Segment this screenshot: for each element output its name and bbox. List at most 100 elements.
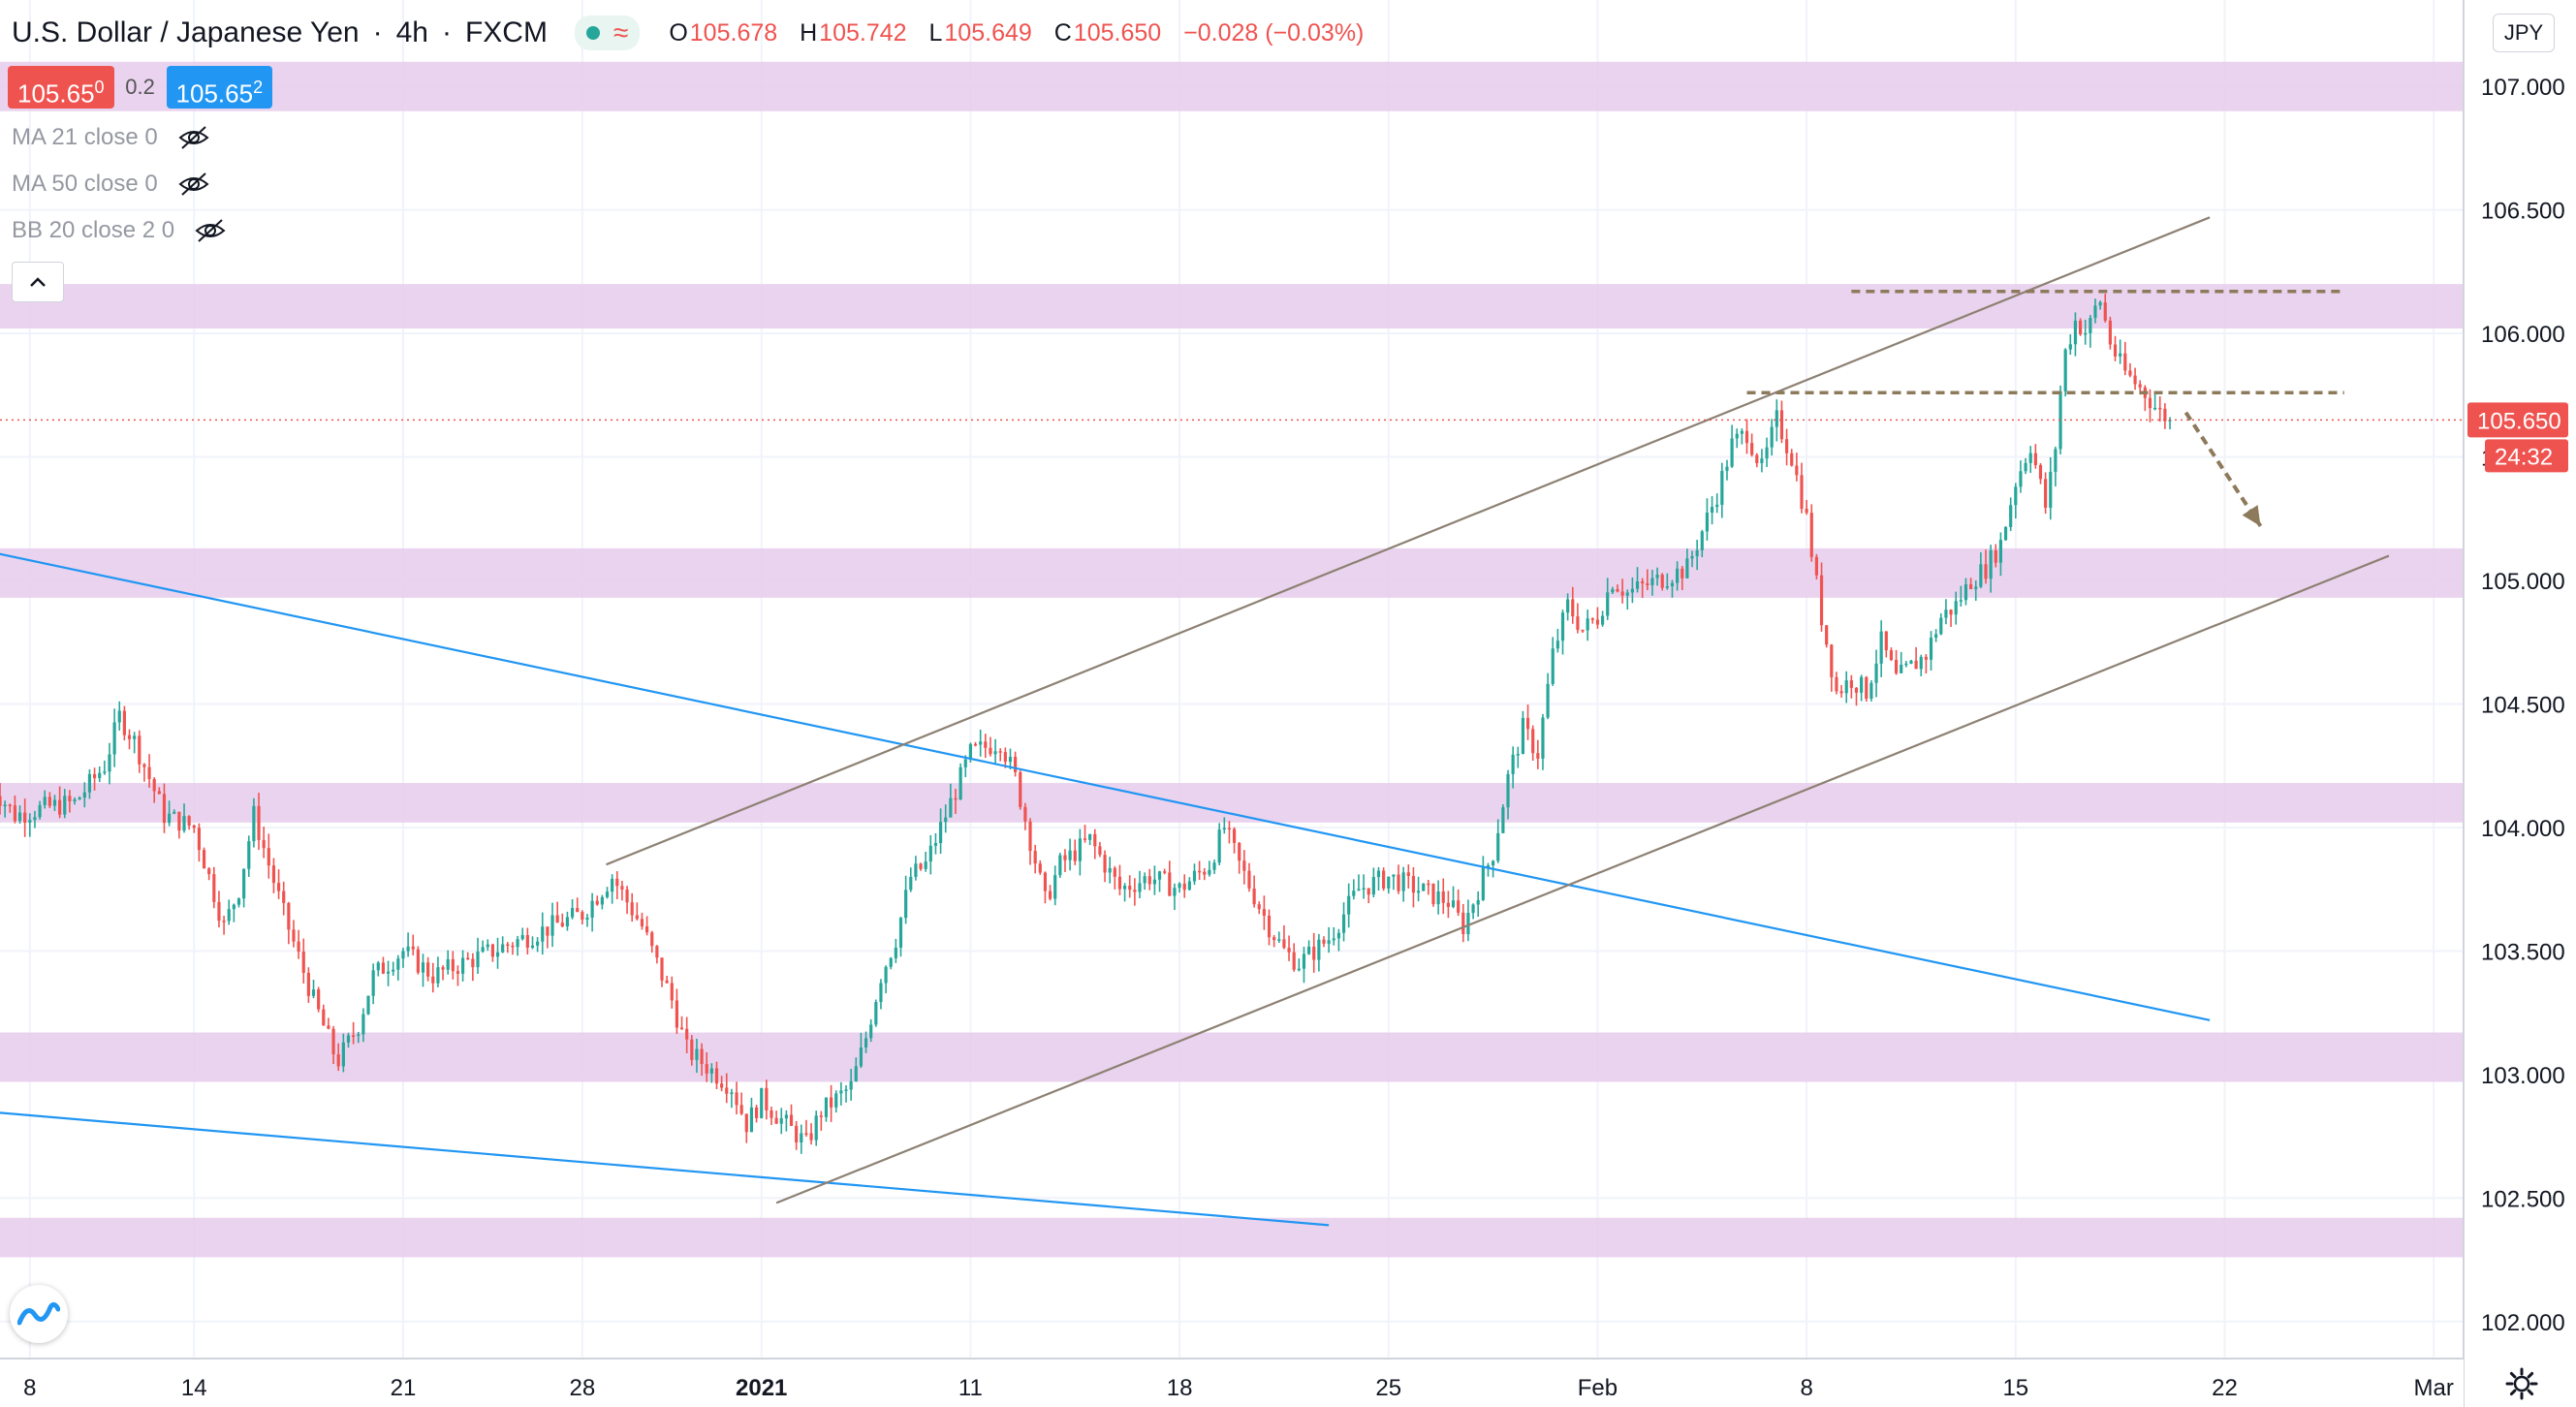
candle-body: [595, 900, 599, 905]
candle-body: [1511, 754, 1515, 774]
candle-up: [1939, 613, 1943, 636]
candle-up: [1760, 449, 1764, 473]
candle-down: [381, 956, 386, 975]
indicator-bb20[interactable]: BB 20 close 2 0: [12, 217, 227, 244]
candle-body: [317, 989, 321, 1010]
candle-down: [1969, 578, 1973, 590]
buy-button[interactable]: 105.652: [166, 66, 273, 109]
candle-body: [725, 1087, 729, 1094]
candle-body: [1203, 871, 1207, 875]
candle-body: [236, 898, 241, 905]
currency-button[interactable]: JPY: [2493, 14, 2555, 52]
candle-down: [2033, 444, 2037, 469]
candle-up: [1740, 428, 1744, 445]
candle-down: [1805, 499, 1808, 516]
symbol-title[interactable]: U.S. Dollar / Japanese Yen: [12, 16, 360, 48]
candle-body: [282, 891, 286, 903]
candle-up: [1600, 610, 1605, 627]
candle-body: [1117, 876, 1122, 890]
resistance-support-zones: [0, 61, 2464, 1258]
candle-down: [212, 866, 216, 909]
candle-body: [1979, 564, 1983, 587]
eye-off-icon[interactable]: [177, 172, 210, 197]
candle-up: [1541, 713, 1545, 770]
candle-body: [1635, 580, 1640, 589]
indicator-ma50[interactable]: MA 50 close 0: [12, 171, 210, 198]
candle-down: [13, 795, 16, 824]
candle-down: [1849, 674, 1853, 699]
candle-body: [1347, 895, 1351, 915]
candle-down: [1446, 891, 1450, 919]
candle-down: [1287, 935, 1291, 961]
candle-down: [679, 1016, 684, 1031]
candle-body: [1501, 807, 1505, 833]
tradingview-logo-icon[interactable]: [10, 1285, 68, 1343]
candle-up: [889, 956, 893, 970]
candle-up: [1944, 599, 1948, 625]
candle-body: [640, 919, 644, 926]
candle-down: [47, 792, 51, 808]
candle-body: [287, 902, 291, 930]
candle-body: [525, 934, 529, 948]
candle-up: [252, 797, 256, 848]
candle-body: [1297, 968, 1301, 971]
candle-up: [1481, 856, 1485, 901]
candle-body: [1900, 664, 1903, 673]
candle-body: [3, 804, 7, 807]
candle-body: [1327, 940, 1331, 944]
sell-button[interactable]: 105.650: [8, 66, 114, 109]
candle-up: [1685, 548, 1689, 578]
candle-down: [416, 946, 420, 975]
candle-body: [1779, 410, 1784, 440]
candle-body: [1147, 876, 1151, 885]
candle-body: [938, 822, 943, 844]
candle-body: [784, 1114, 788, 1119]
candle-body: [1157, 871, 1162, 880]
candle-body: [1989, 549, 1993, 579]
price-zone: [0, 547, 2464, 598]
candle-body: [1262, 909, 1266, 916]
gear-icon[interactable]: [2504, 1366, 2539, 1401]
candle-body: [2058, 391, 2062, 450]
collapse-legend-button[interactable]: [12, 262, 64, 302]
candle-down: [1595, 607, 1600, 629]
candle-down: [1616, 584, 1619, 593]
candle-down: [1531, 725, 1535, 761]
candle-body: [173, 811, 176, 814]
candle-body: [2044, 479, 2048, 508]
candle-body: [2063, 349, 2067, 391]
candle-body: [147, 766, 151, 779]
candle-body: [1919, 656, 1923, 670]
candle-body: [620, 886, 624, 890]
candle-body: [774, 1117, 778, 1124]
timeframe-label[interactable]: 4h: [395, 16, 428, 48]
candle-body: [1963, 584, 1968, 601]
candle-up: [1152, 865, 1156, 895]
candle-down: [1163, 868, 1167, 875]
candle-body: [1058, 855, 1062, 876]
candle-up: [52, 795, 57, 811]
candle-body: [1416, 891, 1421, 893]
candle-body: [1277, 939, 1281, 941]
eye-off-icon[interactable]: [177, 125, 210, 150]
candle-up: [1904, 661, 1908, 668]
candle-down: [1238, 841, 1241, 874]
candle-body: [2123, 353, 2127, 371]
candle-body: [1814, 556, 1818, 576]
candle-body: [1122, 886, 1127, 890]
candle-down: [466, 952, 470, 960]
candle-down: [973, 741, 978, 747]
candle-down: [2123, 341, 2127, 376]
candle-down: [1014, 751, 1018, 777]
market-status-pill[interactable]: ≈: [574, 16, 641, 50]
time-tick-label: 22: [2212, 1375, 2238, 1401]
candle-body: [1735, 433, 1739, 439]
candle-up: [2019, 460, 2023, 493]
candle-body: [1292, 952, 1296, 970]
candle-down: [1242, 850, 1246, 885]
eye-off-icon[interactable]: [194, 218, 227, 243]
indicator-ma21[interactable]: MA 21 close 0: [12, 124, 210, 151]
candle-body: [1392, 874, 1396, 877]
candle-body: [490, 944, 494, 957]
